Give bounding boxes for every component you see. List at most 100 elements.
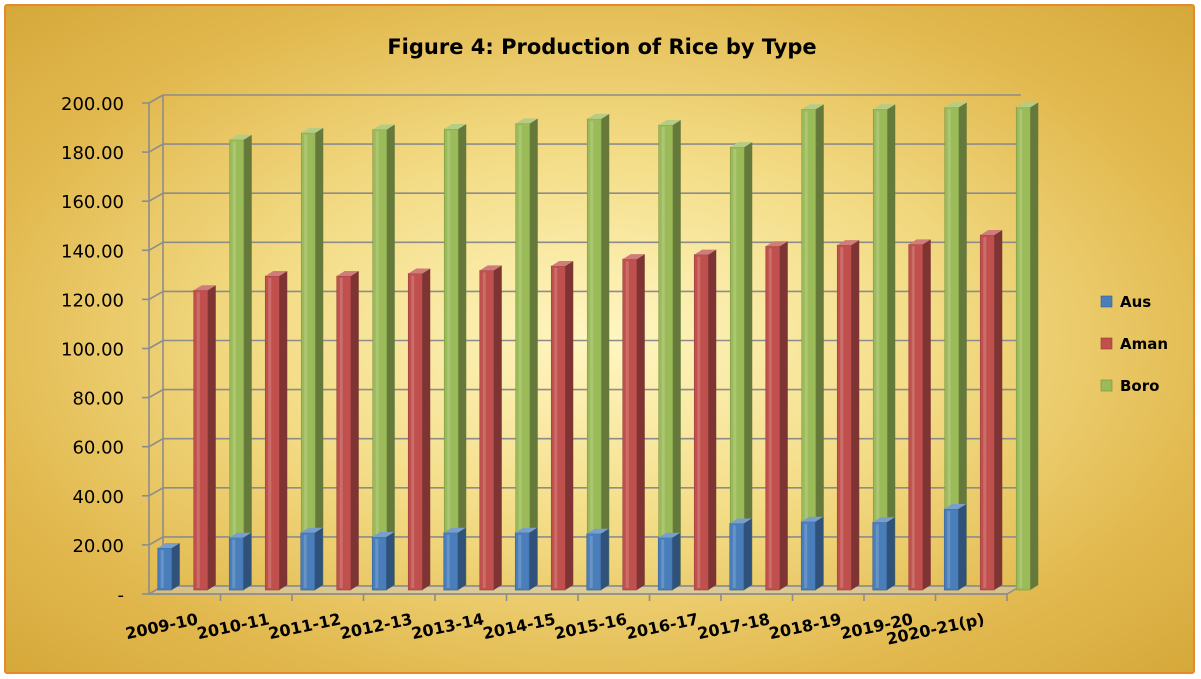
- bar-highlight: [447, 130, 451, 588]
- y-tick-label: 160.00: [61, 192, 124, 213]
- bar-front: [300, 132, 316, 591]
- bar-aus: [872, 517, 895, 591]
- bar-highlight: [804, 523, 808, 588]
- bar-highlight: [697, 256, 701, 588]
- bar-side: [422, 268, 431, 590]
- bar-side: [493, 265, 502, 590]
- bar-front: [157, 547, 173, 591]
- bar-highlight: [983, 237, 987, 588]
- bar-aus: [514, 527, 538, 591]
- bar-highlight: [804, 111, 808, 588]
- bar-boro: [872, 104, 896, 591]
- bar-front: [264, 275, 280, 591]
- bar-top: [586, 528, 609, 534]
- bar-top: [479, 265, 502, 271]
- bar-side: [922, 239, 931, 590]
- bar-top: [443, 527, 466, 533]
- bar-side: [386, 531, 395, 590]
- bar-front: [657, 537, 673, 591]
- chart-frame: Figure 4: Production of Rice by Type - 20…: [4, 4, 1195, 674]
- bar-highlight: [518, 534, 522, 588]
- legend-label: Aman: [1120, 335, 1168, 353]
- bar-front: [765, 246, 781, 591]
- gridline-depth: [148, 241, 164, 251]
- legend-item-aman: Aman: [1100, 335, 1168, 353]
- bar-side: [887, 104, 896, 590]
- bar-top: [729, 518, 752, 524]
- y-tick-label: 180.00: [61, 143, 124, 164]
- bar-aus: [443, 527, 466, 591]
- bar-side: [386, 124, 395, 590]
- bar-aman: [336, 271, 359, 591]
- bar-aus: [371, 531, 395, 591]
- gridline-depth: [148, 290, 164, 301]
- bar-highlight: [446, 534, 450, 588]
- bar-aus: [157, 543, 180, 591]
- bar-highlight: [768, 248, 772, 589]
- bar-front: [443, 128, 459, 591]
- bar-front: [586, 533, 602, 591]
- bar-side: [815, 104, 824, 590]
- bar-side: [851, 240, 860, 590]
- y-tick-label: 80.00: [72, 389, 124, 410]
- bar-front: [800, 521, 816, 591]
- bar-top: [372, 531, 395, 537]
- bar-side: [743, 518, 752, 590]
- bar-side: [314, 527, 323, 590]
- x-tick-label: 2012-13: [338, 609, 414, 643]
- bar-side: [708, 249, 717, 590]
- bar-top: [157, 543, 180, 549]
- bar-aman: [622, 254, 645, 591]
- bar-front: [1015, 107, 1031, 591]
- bar-side: [958, 102, 967, 591]
- bar-boro: [801, 104, 824, 591]
- bar-top: [872, 517, 895, 523]
- bar-front: [300, 532, 316, 591]
- legend-label: Boro: [1120, 377, 1159, 395]
- bar-highlight: [947, 510, 951, 588]
- bar-front: [729, 523, 745, 591]
- x-tick-label: 2013-14: [410, 609, 486, 643]
- bar-front: [372, 129, 388, 591]
- bar-side: [672, 120, 681, 590]
- bar-top: [622, 254, 645, 260]
- bar-highlight: [339, 278, 343, 588]
- bar-top: [658, 532, 681, 538]
- legend-swatch: [1100, 379, 1113, 392]
- bar-front: [479, 270, 495, 591]
- bar-highlight: [375, 538, 379, 588]
- x-tick-label: 2016-17: [624, 609, 700, 643]
- bar-highlight: [304, 134, 308, 588]
- bar-front: [228, 537, 244, 591]
- bar-side: [600, 528, 609, 590]
- bar-side: [171, 543, 180, 590]
- bar-front: [872, 521, 888, 591]
- bar-highlight: [840, 247, 844, 588]
- bar-front: [586, 118, 602, 591]
- bar-aus: [586, 528, 609, 591]
- bar-aman: [550, 260, 574, 591]
- bar-highlight: [1019, 109, 1023, 589]
- x-tick-label: 2018-19: [767, 609, 843, 643]
- bar-side: [779, 241, 788, 591]
- bar-boro: [300, 127, 324, 591]
- bar-chart: Figure 4: Production of Rice by Type - 20…: [61, 35, 1168, 649]
- bar-front: [622, 258, 638, 591]
- bar-front: [550, 265, 566, 591]
- y-tick-label: 60.00: [72, 438, 124, 459]
- y-tick-label: 40.00: [72, 487, 124, 508]
- legend-item-boro: Boro: [1100, 377, 1159, 395]
- bar-highlight: [661, 127, 665, 588]
- bar-top: [658, 120, 681, 126]
- bar-top: [300, 527, 323, 533]
- bar-front: [193, 289, 209, 591]
- bar-front: [836, 244, 852, 591]
- bar-top: [408, 268, 431, 274]
- gridline-depth: [148, 192, 164, 202]
- bar-highlight: [876, 111, 880, 588]
- x-tick-label: 2017-18: [696, 609, 772, 643]
- bar-side: [457, 527, 466, 590]
- bar-side: [565, 260, 574, 590]
- bar-side: [672, 532, 681, 590]
- gridline-depth: [148, 143, 164, 153]
